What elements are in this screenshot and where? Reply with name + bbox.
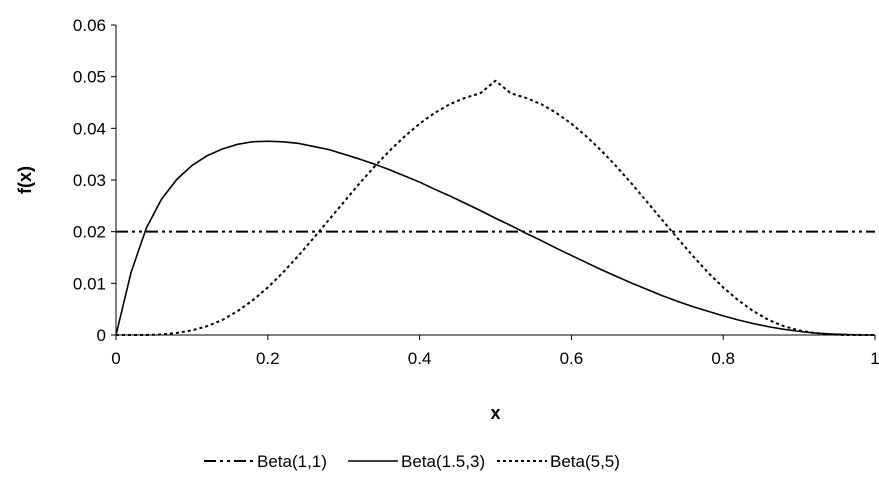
x-axis-title: x (490, 403, 500, 423)
x-tick-label: 0 (111, 349, 120, 368)
legend-label-0: Beta(1,1) (257, 452, 327, 471)
y-tick-label: 0.01 (73, 274, 106, 293)
y-tick-label: 0.06 (73, 16, 106, 35)
x-tick-label: 0.6 (560, 349, 584, 368)
y-axis-ticks: 0 0.01 0.02 0.03 0.04 0.05 0.06 (73, 16, 116, 345)
legend-label-1: Beta(1.5,3) (401, 452, 485, 471)
series-lines (115, 79, 875, 336)
y-tick-label: 0.04 (73, 119, 106, 138)
x-tick-label: 0.4 (408, 349, 432, 368)
x-tick-label: 0.2 (256, 349, 280, 368)
y-axis-title: f(x) (15, 166, 35, 194)
y-tick-label: 0.03 (73, 171, 106, 190)
x-axis-ticks: 0 0.2 0.4 0.6 0.8 1 (111, 335, 879, 368)
x-tick-label: 0.8 (711, 349, 735, 368)
series-line-2 (116, 79, 875, 336)
y-tick-label: 0.02 (73, 223, 106, 242)
series-line-1 (115, 140, 875, 336)
y-tick-label: 0.05 (73, 68, 106, 87)
legend-label-2: Beta(5,5) (550, 452, 620, 471)
y-tick-label: 0 (97, 326, 106, 345)
x-tick-label: 1 (870, 349, 879, 368)
axes (115, 25, 875, 336)
legend: Beta(1,1) Beta(1.5,3) Beta(5,5) (204, 452, 620, 471)
